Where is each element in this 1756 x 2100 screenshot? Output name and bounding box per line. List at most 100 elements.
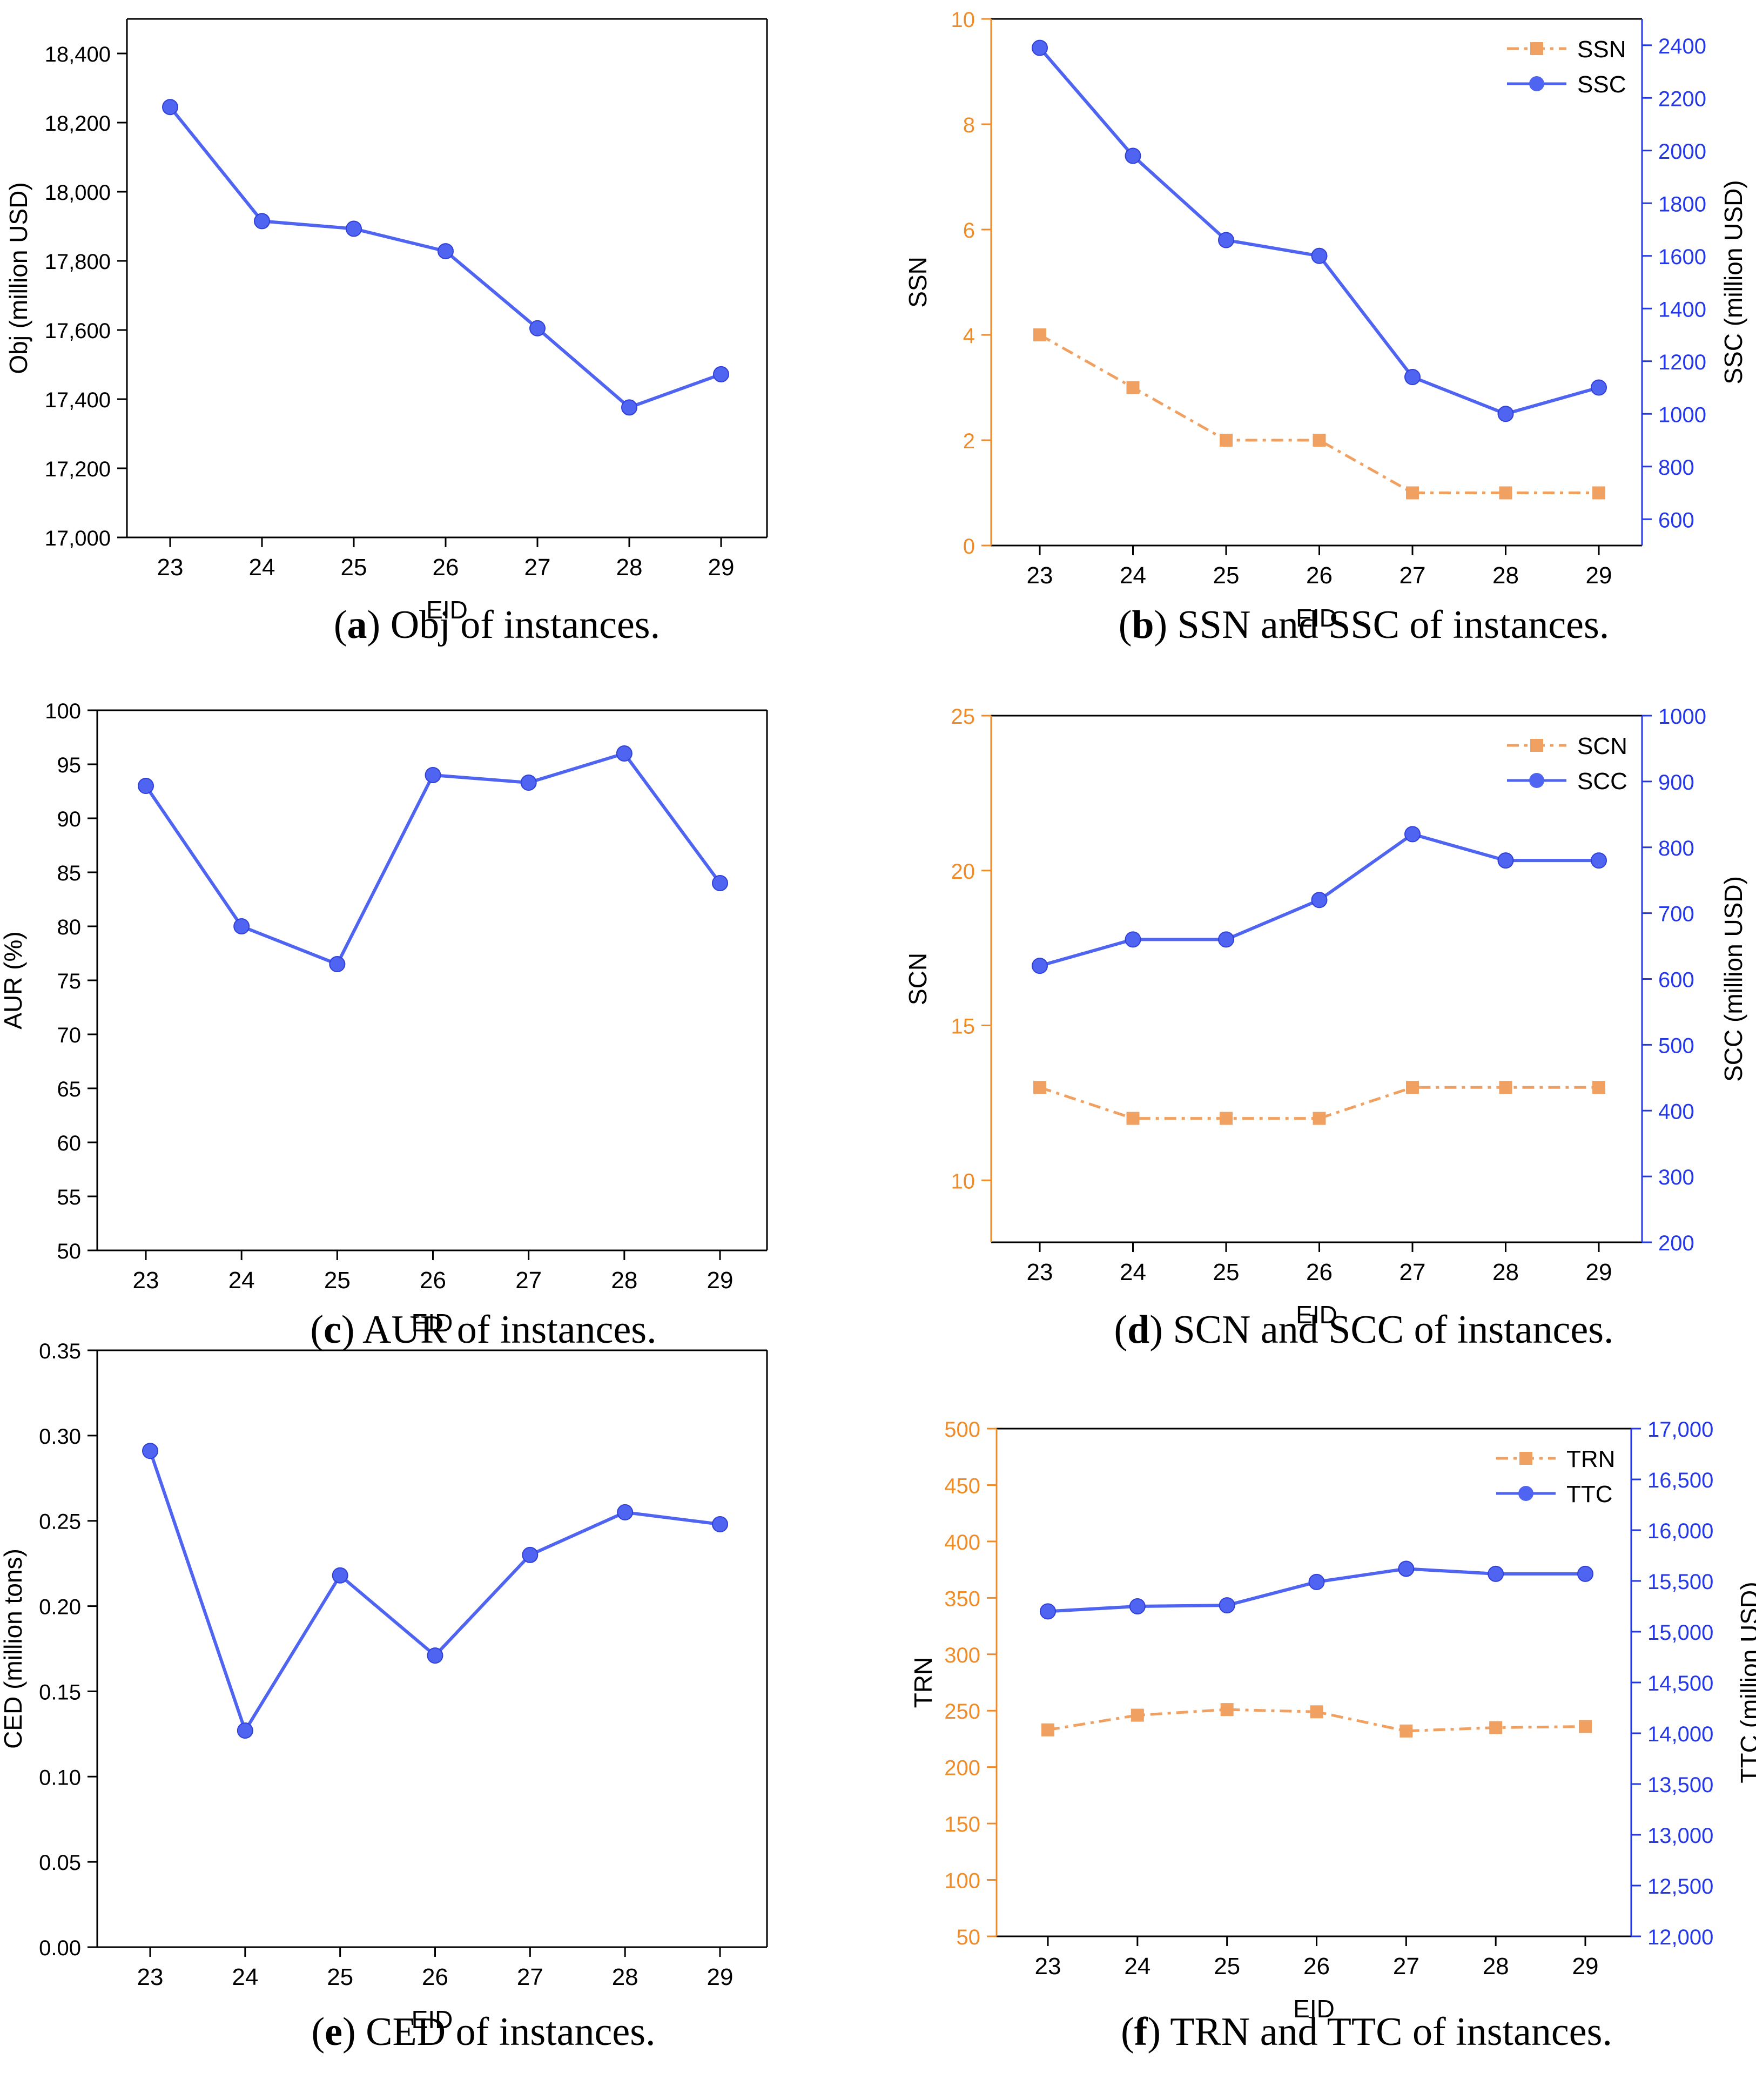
y-tick-label: 400 xyxy=(944,1531,980,1554)
y2-tick-label: 300 xyxy=(1658,1166,1694,1189)
data-point-ssn xyxy=(1126,381,1140,394)
data-point-ssn xyxy=(1220,434,1233,447)
data-point-ced xyxy=(332,1567,348,1584)
y-tick-label: 70 xyxy=(57,1024,82,1047)
y2-tick-label: 800 xyxy=(1658,837,1694,860)
x-tick-label: 29 xyxy=(707,1267,734,1294)
y-tick-label: 100 xyxy=(45,699,81,723)
x-tick-label: 23 xyxy=(137,1964,164,1990)
y-tick-label: 17,400 xyxy=(45,388,111,412)
y-tick-label: 18,400 xyxy=(45,43,111,66)
data-point-ced xyxy=(142,1443,158,1459)
x-tick-label: 26 xyxy=(422,1964,448,1990)
y-tick-label: 65 xyxy=(57,1078,82,1101)
legend-label: TTC xyxy=(1566,1481,1613,1507)
data-point-scn xyxy=(1220,1112,1233,1125)
legend-label: SSN xyxy=(1577,36,1626,63)
x-tick-label: 24 xyxy=(1120,562,1146,589)
data-point-scc xyxy=(1404,826,1421,843)
x-axis-label: EID xyxy=(1296,604,1337,632)
x-tick-label: 23 xyxy=(133,1267,159,1294)
x-tick-label: 24 xyxy=(249,554,275,581)
data-point-obj xyxy=(438,243,454,260)
legend-label: SCN xyxy=(1577,733,1627,759)
y-tick-label: 0.10 xyxy=(39,1766,81,1789)
y-tick-label: 60 xyxy=(57,1132,82,1155)
y2-tick-label: 2400 xyxy=(1658,35,1706,58)
y2-tick-label: 14,500 xyxy=(1647,1672,1713,1695)
y2-tick-label: 2200 xyxy=(1658,87,1706,111)
y-tick-label: 6 xyxy=(963,219,975,243)
data-point-ttc xyxy=(1488,1565,1504,1582)
x-tick-label: 28 xyxy=(611,1267,637,1294)
y-tick-label: 17,600 xyxy=(45,319,111,343)
data-point-ttc xyxy=(1308,1573,1325,1590)
y-axis-label: TRN xyxy=(909,1657,937,1708)
y2-tick-label: 15,000 xyxy=(1647,1621,1713,1645)
y-tick-label: 0.20 xyxy=(39,1596,81,1619)
x-tick-label: 29 xyxy=(1586,1259,1612,1285)
y-tick-label: 0.35 xyxy=(39,1340,81,1363)
y2-tick-label: 1000 xyxy=(1658,403,1706,427)
y-tick-label: 250 xyxy=(944,1700,980,1724)
y2-tick-label: 1000 xyxy=(1658,705,1706,729)
y2-tick-label: 13,500 xyxy=(1647,1773,1713,1797)
data-point-ttc xyxy=(1129,1598,1146,1614)
y2-tick-label: 17,000 xyxy=(1647,1418,1713,1442)
y-tick-label: 15 xyxy=(951,1015,975,1039)
data-point-scn xyxy=(1126,1112,1140,1125)
data-point-ssn xyxy=(1033,328,1046,341)
y2-tick-label: 14,000 xyxy=(1647,1722,1713,1746)
x-axis-label: EID xyxy=(426,596,468,624)
y-tick-label: 350 xyxy=(944,1587,980,1611)
y-tick-label: 90 xyxy=(57,807,82,831)
x-axis-label: EID xyxy=(412,2005,453,2034)
y-axis-label: CED (million tons) xyxy=(0,1549,27,1749)
data-point-aur xyxy=(520,775,537,791)
x-tick-label: 26 xyxy=(1306,562,1333,589)
y2-tick-label: 800 xyxy=(1658,456,1694,480)
data-point-ced xyxy=(617,1504,634,1520)
y-tick-label: 75 xyxy=(57,970,82,993)
data-point-ttc xyxy=(1040,1603,1056,1620)
x-tick-label: 28 xyxy=(1492,562,1519,589)
data-point-obj xyxy=(621,399,637,416)
y-tick-label: 10 xyxy=(951,8,975,32)
data-point-ssc xyxy=(1497,406,1514,422)
x-tick-label: 27 xyxy=(1393,1953,1419,1980)
y-tick-label: 500 xyxy=(944,1418,980,1442)
data-point-aur xyxy=(425,767,441,783)
x-tick-label: 27 xyxy=(515,1267,542,1294)
y-axis-label: Obj (million USD) xyxy=(4,182,32,374)
x-tick-label: 27 xyxy=(1400,562,1426,589)
x-tick-label: 29 xyxy=(1572,1953,1599,1980)
data-point-ced xyxy=(712,1516,728,1533)
y-axis-label: SSN xyxy=(904,257,932,308)
data-point-obj xyxy=(713,366,729,382)
legend-label: TRN xyxy=(1566,1446,1615,1472)
caption-f: (f) TRN and TTC of instances. xyxy=(1121,2010,1612,2054)
data-point-trn xyxy=(1131,1708,1144,1722)
y-tick-label: 50 xyxy=(57,1240,82,1263)
data-point-trn xyxy=(1579,1720,1592,1733)
data-point-scc xyxy=(1125,931,1141,948)
y-tick-label: 17,000 xyxy=(45,527,111,550)
y2-tick-label: 2000 xyxy=(1658,140,1706,164)
legend-label: SSC xyxy=(1577,71,1626,98)
data-point-ced xyxy=(522,1546,539,1563)
y2-tick-label: 600 xyxy=(1658,508,1694,532)
x-tick-label: 26 xyxy=(1306,1259,1333,1285)
data-point-ssc xyxy=(1591,379,1607,396)
data-point-aur xyxy=(138,778,154,794)
legend-marker xyxy=(1529,773,1544,788)
y2-tick-label: 1800 xyxy=(1658,192,1706,216)
y-tick-label: 18,200 xyxy=(45,112,111,136)
y2-tick-label: 15,500 xyxy=(1647,1570,1713,1594)
x-tick-label: 26 xyxy=(1303,1953,1330,1980)
y-tick-label: 17,200 xyxy=(45,457,111,481)
y-tick-label: 200 xyxy=(944,1756,980,1780)
x-tick-label: 23 xyxy=(157,554,184,581)
data-point-ced xyxy=(427,1647,443,1664)
